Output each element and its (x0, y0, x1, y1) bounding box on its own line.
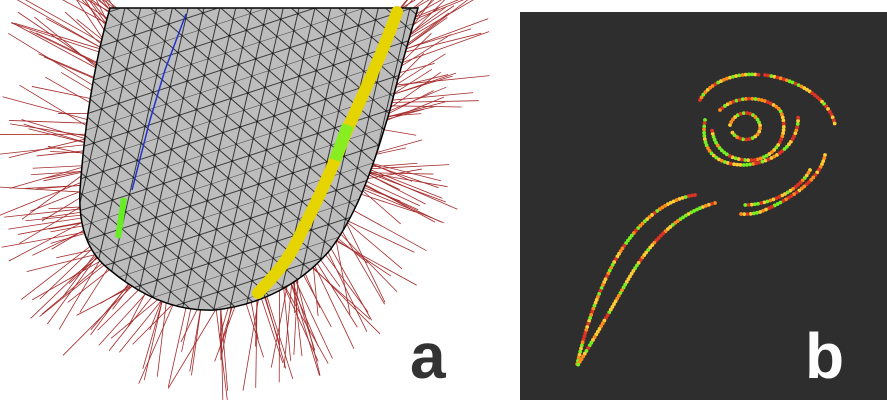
normal-line (263, 288, 286, 369)
curve-dot (734, 74, 738, 78)
normal-line (356, 180, 434, 222)
curve-dot (690, 194, 694, 198)
normal-line (324, 243, 367, 332)
curve-dot (711, 132, 715, 136)
normal-line (281, 279, 329, 364)
normal-line (9, 218, 91, 261)
normal-line (168, 298, 188, 387)
normal-line (0, 144, 94, 156)
curve-dot (759, 201, 763, 205)
curve-dot (710, 129, 714, 133)
curve-dot (833, 122, 837, 126)
figure-canvas: a b (0, 0, 887, 400)
curve-dot (795, 125, 799, 129)
normal-line (9, 120, 97, 123)
panel-label: a (410, 320, 446, 392)
curve-dot (739, 212, 743, 216)
figure: a b (0, 0, 887, 400)
normal-line (345, 206, 426, 251)
curve-dot (757, 98, 761, 102)
panel-label: b (805, 320, 844, 392)
normal-line (59, 252, 105, 330)
curve-dot (743, 203, 747, 207)
normal-line (30, 31, 106, 68)
normal-line (288, 274, 319, 375)
curve-dot (729, 162, 733, 166)
curve-dot (796, 116, 800, 120)
normal-line (12, 23, 109, 55)
curve-dot (740, 158, 744, 162)
curve-dot (766, 74, 770, 78)
normal-line (10, 165, 92, 189)
curve-dot (755, 211, 759, 215)
curve-dot (751, 162, 755, 166)
normal-line (3, 97, 97, 122)
normal-line (305, 261, 370, 319)
curve-dot (781, 115, 785, 119)
curve-dot (576, 363, 580, 367)
normal-line (36, 33, 106, 67)
normal-line (2, 231, 94, 248)
normal-line (283, 278, 291, 361)
normal-line (99, 287, 152, 346)
normal-line (63, 279, 139, 355)
curve-dot (738, 98, 742, 102)
normal-line (32, 256, 109, 300)
curve-dot (757, 73, 761, 77)
normal-line (329, 235, 391, 276)
normal-line (11, 22, 104, 72)
normal-line (34, 17, 103, 73)
normal-line (10, 124, 95, 137)
curve-dot (731, 131, 735, 135)
normal-line (40, 259, 112, 317)
curve-dot (769, 74, 773, 78)
curve-dot (745, 111, 749, 115)
normal-line (18, 12, 105, 70)
normal-line (157, 293, 167, 377)
